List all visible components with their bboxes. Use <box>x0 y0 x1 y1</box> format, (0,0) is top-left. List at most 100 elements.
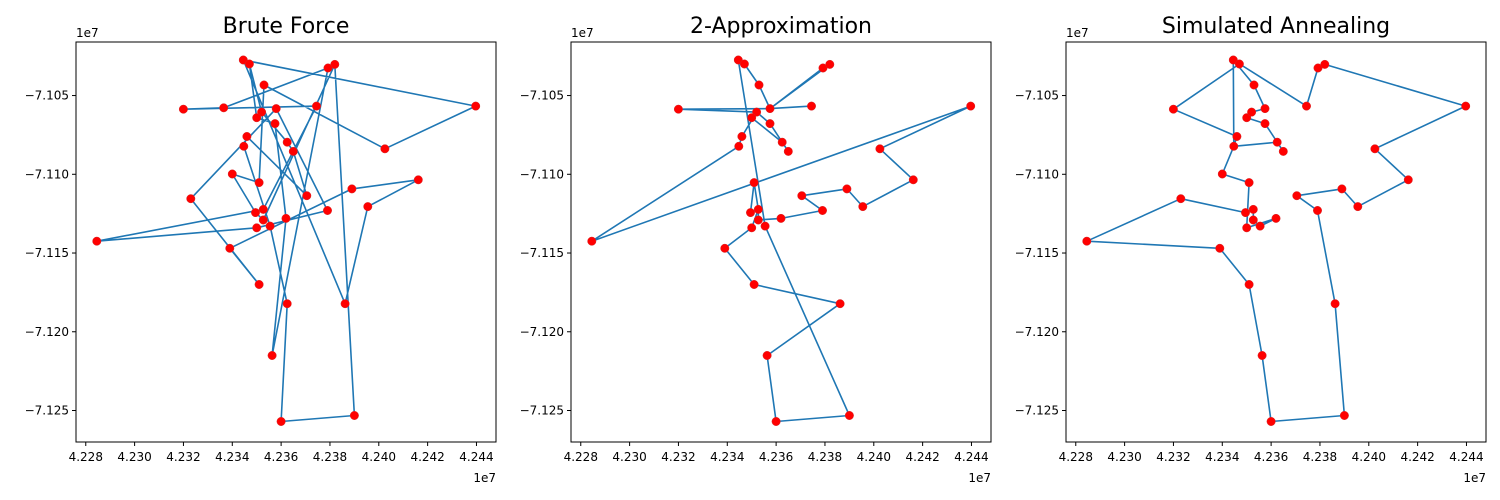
y-tick-label: −7.115 <box>25 246 69 260</box>
x-tick-label: 4.244 <box>1449 450 1483 464</box>
x-tick-label: 4.228 <box>69 450 103 464</box>
city-point <box>908 175 918 185</box>
city-point <box>783 146 793 156</box>
x-tick-label: 4.244 <box>954 450 988 464</box>
city-point <box>1266 417 1276 426</box>
city-point <box>281 213 291 223</box>
city-point <box>776 213 786 223</box>
city-point <box>1403 175 1413 185</box>
city-point <box>1082 236 1092 246</box>
y-tick-label: −7.125 <box>1015 404 1059 418</box>
x-offset-label: 1e7 <box>968 471 991 485</box>
panel-2-approximation: 2-Approximation 1e7 1e7 4.228 4.230 4.232 4… <box>520 14 992 485</box>
city-point <box>835 299 845 309</box>
city-point <box>1353 202 1363 212</box>
y-tick-label: −7.115 <box>520 246 564 260</box>
city-point <box>1168 104 1178 114</box>
city-point <box>818 206 827 215</box>
city-point <box>1248 204 1258 214</box>
city-point <box>227 169 237 179</box>
city-point <box>251 208 260 218</box>
city-point <box>1244 280 1254 289</box>
x-tick-label: 4.236 <box>1254 450 1288 464</box>
city-point <box>673 104 683 114</box>
city-point <box>219 103 229 113</box>
y-tick-label: −7.125 <box>25 404 69 418</box>
x-tick-label: 4.228 <box>1059 450 1093 464</box>
y-tick-label: −7.115 <box>1015 246 1059 260</box>
x-tick-label: 4.242 <box>410 450 444 464</box>
city-point <box>1320 59 1330 69</box>
city-point <box>825 59 835 69</box>
city-point <box>1244 178 1254 188</box>
route-line <box>1085 59 1467 423</box>
city-point <box>1234 59 1244 69</box>
city-point <box>765 104 775 114</box>
city-point <box>282 137 292 147</box>
city-point <box>254 280 264 289</box>
y-tick-label: −7.120 <box>520 325 564 339</box>
panel-title: Brute Force <box>223 14 350 39</box>
y-tick-label: −7.120 <box>25 325 69 339</box>
x-tick-label: 4.232 <box>661 450 695 464</box>
x-tick-label: 4.230 <box>1107 450 1141 464</box>
city-point <box>1241 208 1250 218</box>
city-point <box>746 208 755 218</box>
city-point <box>749 178 759 188</box>
city-point <box>1292 191 1302 201</box>
city-point <box>242 132 252 141</box>
y-tick-label: −7.110 <box>25 167 69 181</box>
x-tick-label: 4.242 <box>905 450 939 464</box>
city-point <box>265 221 275 231</box>
axes-frame <box>570 41 992 443</box>
city-point <box>1242 113 1252 123</box>
city-point <box>267 351 277 360</box>
city-point <box>1247 107 1257 117</box>
city-point <box>244 59 254 69</box>
y-tick-label: −7.105 <box>520 89 564 103</box>
x-offset-label: 1e7 <box>473 471 496 485</box>
city-point <box>1337 184 1347 194</box>
city-point <box>323 206 332 215</box>
x-tick-label: 4.232 <box>166 450 200 464</box>
x-tick-label: 4.240 <box>857 450 891 464</box>
city-point <box>363 202 373 212</box>
city-point <box>276 417 286 426</box>
route-line <box>95 59 477 423</box>
city-point <box>270 119 280 129</box>
city-point <box>752 107 762 117</box>
city-point <box>842 184 852 194</box>
city-point <box>1242 223 1252 233</box>
x-tick-label: 4.228 <box>564 450 598 464</box>
y-tick-label: −7.120 <box>1015 325 1059 339</box>
city-point <box>1271 213 1281 223</box>
y-tick-label: −7.110 <box>520 167 564 181</box>
y-tick-label: −7.105 <box>25 89 69 103</box>
city-point <box>1370 144 1380 154</box>
city-point <box>875 144 885 154</box>
city-point <box>1272 137 1282 147</box>
city-point <box>1461 101 1471 111</box>
city-point <box>178 104 188 114</box>
panel-title: 2-Approximation <box>690 14 872 39</box>
city-point <box>844 411 854 420</box>
city-point <box>312 101 321 111</box>
city-point <box>1232 132 1242 141</box>
city-point <box>1330 299 1340 309</box>
city-point <box>239 141 249 151</box>
city-point <box>302 191 312 201</box>
x-tick-label: 4.238 <box>808 450 842 464</box>
y-offset-label: 1e7 <box>76 26 99 40</box>
city-point <box>1339 411 1349 420</box>
city-point <box>1257 351 1267 360</box>
city-point <box>1249 80 1259 90</box>
city-point <box>765 119 775 129</box>
city-point <box>749 280 759 289</box>
city-point <box>734 141 744 151</box>
y-tick-label: −7.125 <box>520 404 564 418</box>
axes-frame <box>1065 41 1487 443</box>
panel-simulated-annealing: Simulated Annealing 1e7 1e7 4.228 4.230 4.… <box>1015 14 1487 485</box>
y-tick-label: −7.110 <box>1015 167 1059 181</box>
city-point <box>471 101 481 111</box>
city-point <box>252 223 262 233</box>
